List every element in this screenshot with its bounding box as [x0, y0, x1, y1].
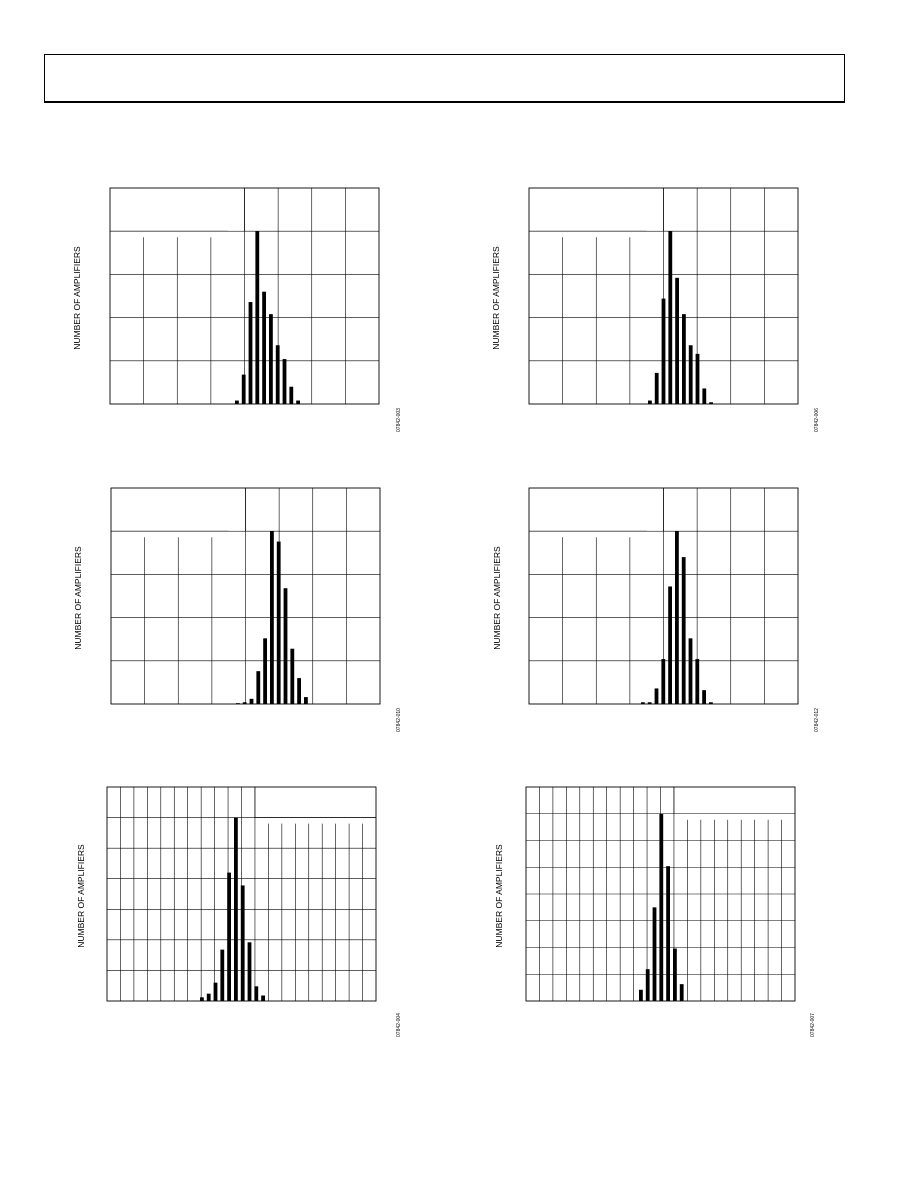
y-axis-label: NUMBER OF AMPLIFIERS	[492, 546, 502, 650]
histogram-bar	[236, 703, 240, 704]
histogram-bar	[256, 671, 261, 704]
histogram-bar	[206, 993, 211, 1001]
histogram-bar	[648, 400, 652, 404]
legend-box	[110, 188, 244, 231]
figure-id: 07842-003	[396, 408, 402, 432]
histogram-bar	[242, 702, 247, 704]
histogram-bar	[213, 982, 218, 1001]
histogram-bar	[254, 986, 259, 1001]
y-axis-label: NUMBER OF AMPLIFIERS	[73, 546, 83, 650]
histogram-bar	[289, 386, 294, 404]
histogram-bar	[647, 702, 652, 704]
histogram-bar	[261, 995, 265, 1001]
chart-5: NUMBER OF AMPLIFIERS 07842-004	[76, 786, 402, 1037]
histogram-bar	[675, 277, 679, 404]
histogram-bar	[709, 702, 713, 704]
histogram-bar	[654, 372, 659, 404]
chart-2: NUMBER OF AMPLIFIERS 07842-006	[491, 187, 820, 432]
histogram-bar	[675, 531, 679, 704]
chart-3: NUMBER OF AMPLIFIERS 07842-010	[73, 487, 402, 732]
histogram-bar	[234, 817, 238, 1001]
histogram-bar	[668, 586, 672, 704]
histogram-bar	[283, 588, 288, 704]
legend-box	[529, 488, 663, 531]
histogram-bar	[639, 989, 643, 1001]
histogram-bar	[255, 231, 260, 404]
histogram-bar	[679, 984, 684, 1001]
histogram-bar	[688, 345, 693, 404]
histogram-bar	[241, 374, 246, 404]
histogram-bar	[227, 872, 231, 1001]
histogram-bar	[661, 659, 666, 704]
histogram-bar	[247, 942, 252, 1001]
legend-box	[255, 787, 376, 818]
histogram-bar	[275, 345, 280, 404]
histogram-bar	[290, 648, 295, 704]
histogram-bar	[645, 969, 650, 1001]
histogram-bar	[668, 231, 673, 404]
header-box	[44, 54, 845, 103]
legend-box	[529, 188, 663, 231]
histogram-bar	[263, 638, 267, 704]
chart-4: NUMBER OF AMPLIFIERS 07842-012	[492, 487, 820, 732]
histogram-bar	[681, 557, 686, 704]
histogram-bar	[641, 702, 645, 704]
figure-id: 07842-004	[396, 1013, 402, 1037]
chart-6: NUMBER OF AMPLIFIERS 07842-007	[494, 786, 816, 1037]
histogram-bar	[652, 907, 657, 1001]
histogram-bar	[262, 291, 266, 404]
histogram-bar	[702, 388, 707, 404]
legend-box	[674, 787, 795, 814]
histogram-bar	[666, 866, 670, 1001]
histogram-bar	[269, 314, 273, 404]
figure-id: 07842-012	[814, 708, 820, 732]
histogram-bar	[702, 690, 706, 704]
histogram-bar	[695, 353, 700, 404]
histogram-bar	[695, 659, 700, 704]
histogram-bar	[709, 402, 713, 404]
y-axis-label: NUMBER OF AMPLIFIERS	[72, 246, 82, 350]
histogram-bar	[249, 698, 254, 704]
histogram-bar	[282, 359, 287, 404]
y-axis-label: NUMBER OF AMPLIFIERS	[76, 844, 86, 948]
histogram-bar	[276, 541, 281, 704]
figure-id: 07842-006	[814, 408, 820, 432]
histogram-bar	[682, 314, 686, 404]
y-axis-label: NUMBER OF AMPLIFIERS	[491, 246, 501, 350]
histogram-bar	[296, 400, 300, 404]
figure-id: 07842-007	[810, 1013, 816, 1037]
histogram-bar	[235, 400, 239, 404]
histogram-bar	[304, 697, 308, 704]
chart-1: NUMBER OF AMPLIFIERS 07842-003	[72, 187, 402, 432]
histogram-bar	[270, 531, 274, 704]
histogram-bar	[200, 997, 204, 1001]
legend-box	[111, 488, 245, 531]
histogram-bar	[240, 885, 245, 1001]
y-axis-label: NUMBER OF AMPLIFIERS	[494, 844, 504, 948]
histogram-bar	[673, 948, 677, 1001]
histogram-bar	[297, 678, 301, 704]
histogram-bar	[659, 813, 664, 1001]
histogram-bar	[654, 688, 659, 704]
histogram-bar	[688, 638, 693, 704]
histogram-bar	[220, 949, 225, 1001]
figure-id: 07842-010	[396, 708, 402, 732]
histogram-bar	[248, 302, 253, 404]
histogram-bar	[661, 298, 666, 404]
